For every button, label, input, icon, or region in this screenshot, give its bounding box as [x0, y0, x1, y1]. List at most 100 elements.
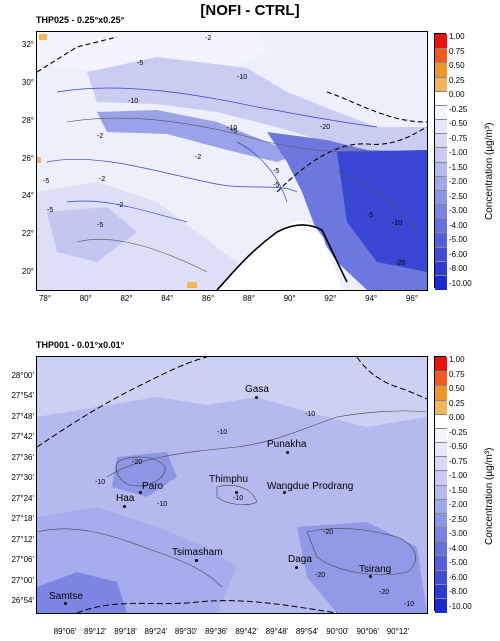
x-tick-label: 89°24' [144, 627, 168, 636]
colorbar-swatch [435, 48, 447, 64]
panel1-contour-label: -5 [137, 60, 144, 67]
colorbar-swatch [435, 133, 447, 149]
x-tick-label: 89°54' [295, 627, 319, 636]
colorbar-swatch [435, 427, 447, 444]
x-tick-label: 90°06' [356, 627, 379, 636]
panel2-contour-label: -20 [315, 572, 326, 579]
panel1-contour-label: -5 [97, 222, 104, 229]
colorbar-tick-label: -4.00 [449, 220, 468, 230]
colorbar-swatch [435, 399, 447, 416]
x-tick-label: 94° [365, 294, 378, 303]
colorbar-tick-label: -3.00 [449, 529, 468, 539]
x-tick-label: 89°30' [174, 627, 198, 636]
colorbar-tick-label: -2.00 [449, 500, 468, 510]
panel2-contour-label: -20 [323, 529, 334, 536]
y-tick-label: 32° [21, 40, 34, 49]
colorbar-tick-label: -5.00 [449, 235, 468, 245]
colorbar-swatch [435, 357, 447, 372]
colorbar-bottom-label: Concentration (µg/m³) [484, 447, 495, 545]
colorbar-swatch [435, 119, 447, 135]
y-tick-label: 28°00' [11, 371, 34, 380]
colorbar-tick-label: -6.00 [449, 249, 468, 259]
colorbar-swatch [435, 470, 447, 486]
panel1-contour-label: -10 [237, 74, 248, 81]
city-label-haa: Haa [116, 493, 135, 504]
y-tick-label: 27°24' [11, 493, 34, 503]
colorbar-swatch [435, 246, 447, 263]
panel2-title: THP001 - 0.01°x0.01° [36, 340, 125, 350]
y-tick-label: 27°36' [11, 452, 34, 462]
panel1-contour-label: -2 [195, 154, 202, 161]
panel1-contour-label: -10 [227, 125, 238, 132]
colorbar-tick-label: -1.50 [449, 485, 468, 495]
colorbar-tick-label: -4.00 [449, 543, 468, 553]
panel2-contour-label: -10 [233, 495, 244, 502]
figure-title: [NOFI - CTRL] [200, 2, 300, 19]
colorbar-tick-label: 0.25 [449, 398, 465, 408]
colorbar-swatch [435, 175, 447, 192]
city-label-tsimasham: Tsimasham [172, 547, 223, 558]
city-marker [235, 491, 238, 494]
colorbar-swatch [435, 34, 447, 49]
panel2-contour-label: -10 [157, 501, 168, 508]
panel2-contour-label: -10 [217, 429, 228, 436]
colorbar-swatch [435, 232, 447, 248]
colorbar-tick-label: 0.75 [449, 369, 465, 379]
panel1-contour-label: -2 [99, 176, 106, 183]
colorbar-tick-label: 0.50 [449, 61, 465, 71]
panel2-contour-label: -10 [95, 479, 106, 486]
colorbar-swatch [435, 385, 447, 401]
panel2-contour-label: -20 [379, 589, 390, 596]
x-tick-label: 82° [120, 294, 133, 303]
y-tick-label: 27°12' [11, 534, 34, 544]
colorbar-tick-label: -0.25 [449, 427, 468, 437]
city-marker [286, 451, 289, 454]
x-tick-label: 92° [324, 294, 337, 303]
colorbar-tick-label: -5.00 [449, 558, 468, 568]
x-tick-label: 89°12' [84, 627, 107, 636]
x-tick-label: 88° [242, 294, 255, 303]
y-tick-label: 20° [21, 267, 34, 276]
colorbar-swatch [435, 512, 447, 529]
colorbar-tick-label: -10.00 [449, 602, 472, 611]
x-tick-label: 86° [202, 294, 215, 303]
panel2-map: -10 -10 -20 -10 -10 -10 -20 -20 -20 -10 … [36, 356, 428, 614]
colorbar-swatch [435, 161, 447, 178]
x-tick-label: 89°36' [205, 627, 228, 636]
panel1-contour-label: -5 [47, 207, 54, 214]
colorbar-swatch [435, 569, 447, 586]
panel2-contour-label: -10 [404, 601, 415, 608]
panel1-contour-label: -5 [367, 212, 374, 219]
panel1-contour-label: -5 [273, 182, 280, 189]
colorbar-tick-label: -0.75 [449, 133, 468, 143]
panel1-contour-label: -2 [117, 202, 124, 209]
city-label-gasa: Gasa [245, 384, 269, 395]
colorbar-swatch [435, 218, 447, 234]
x-tick-label: 96° [405, 294, 419, 303]
panel1-contour-label: -2 [205, 35, 212, 42]
y-tick-label: 24° [21, 191, 34, 201]
colorbar-swatch [435, 371, 447, 387]
colorbar-swatch [435, 456, 447, 472]
colorbar-tick-label: -8.00 [449, 587, 468, 597]
city-label-tsirang: Tsirang [359, 564, 392, 575]
colorbar-swatch [435, 90, 447, 107]
city-marker [195, 559, 198, 562]
colorbar-top [434, 33, 447, 291]
colorbar-swatch [435, 541, 447, 557]
colorbar-tick-label: -8.00 [449, 264, 468, 274]
colorbar-swatch [435, 274, 447, 291]
colorbar-tick-label: -2.50 [449, 514, 468, 524]
colorbar-tick-label: -1.50 [449, 162, 468, 172]
city-marker [295, 566, 298, 569]
y-tick-label: 27°00' [11, 575, 34, 585]
x-tick-label: 89°06' [53, 627, 77, 636]
city-marker [255, 396, 258, 399]
city-marker [64, 602, 67, 605]
y-tick-label: 27°54' [11, 391, 34, 401]
y-tick-label: 22° [21, 229, 34, 239]
y-tick-label: 27°18' [11, 514, 34, 524]
x-tick-label: 90°12' [386, 627, 410, 636]
city-label-samtse: Samtse [49, 591, 83, 602]
city-label-punakha: Punakha [267, 439, 307, 450]
